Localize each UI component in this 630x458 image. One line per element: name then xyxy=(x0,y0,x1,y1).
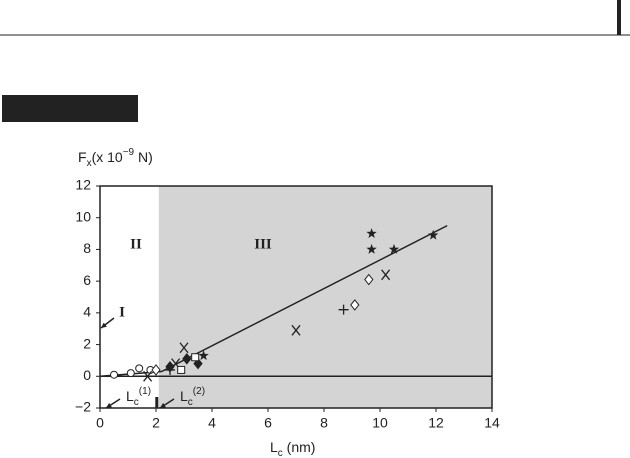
critical-length-label: Lc(2) xyxy=(180,386,205,408)
critical-length-label-part: L xyxy=(180,388,188,404)
x-tick-label: 12 xyxy=(428,415,444,431)
point xyxy=(191,353,200,362)
x-tick-label: 0 xyxy=(96,415,104,431)
point xyxy=(427,229,439,240)
point xyxy=(182,353,192,365)
x-tick-label: 4 xyxy=(208,415,216,431)
region-label: III xyxy=(254,236,272,252)
x-tick-label: 6 xyxy=(264,415,272,431)
critical-length-label-part: c xyxy=(188,397,193,408)
point xyxy=(198,350,209,361)
plot-frame xyxy=(99,185,493,409)
y-tick-label: 6 xyxy=(83,272,91,288)
x-axis-label-part: (nm) xyxy=(283,439,316,455)
header-bar xyxy=(617,0,621,35)
region-label: II xyxy=(130,236,142,252)
x-axis-label: Lc (nm) xyxy=(270,439,315,458)
point xyxy=(364,273,374,286)
x-tick-label: 8 xyxy=(320,415,328,431)
point xyxy=(388,243,400,254)
critical-length-label-part: (1) xyxy=(139,386,151,397)
x-axis-label-part: c xyxy=(278,448,283,458)
point xyxy=(126,369,135,378)
fit-line xyxy=(99,224,448,378)
point xyxy=(366,228,377,239)
y-axis-label-part: N) xyxy=(134,149,153,165)
y-axis-label: Fx(x 10−9 N) xyxy=(78,147,153,169)
y-tick-label: 10 xyxy=(75,208,91,224)
point xyxy=(151,364,161,376)
x-axis-label-part: L xyxy=(270,439,278,455)
arrow-head xyxy=(160,402,166,408)
y-axis-label-part: F xyxy=(78,149,87,165)
critical-length-label-part: (2) xyxy=(193,386,205,397)
critical-length-label-part: L xyxy=(126,388,134,404)
point xyxy=(381,269,391,281)
x-tick-label: 2 xyxy=(152,415,160,431)
y-tick-label: 12 xyxy=(75,177,91,193)
point xyxy=(366,243,377,254)
arrow-head xyxy=(101,322,107,328)
point xyxy=(143,370,153,382)
y-axis-label-part: (x 10 xyxy=(92,149,123,165)
point xyxy=(135,364,144,373)
x-tick-label: 14 xyxy=(484,415,500,431)
y-tick-label: 2 xyxy=(83,335,91,351)
point xyxy=(165,360,175,373)
x-tick-label: 10 xyxy=(372,415,388,431)
critical-length-label-part: c xyxy=(134,397,139,408)
point xyxy=(177,365,186,374)
region-iii xyxy=(100,186,492,408)
region-label: I xyxy=(119,304,125,320)
y-axis-label-part: x xyxy=(87,158,92,169)
point xyxy=(350,299,360,311)
y-tick-label: −2 xyxy=(75,399,91,415)
arrow-head xyxy=(106,402,112,408)
point xyxy=(110,370,118,379)
y-tick-label: 0 xyxy=(83,367,91,383)
point xyxy=(179,342,189,354)
point xyxy=(291,324,301,336)
y-tick-label: 4 xyxy=(83,304,91,320)
y-tick-label: 8 xyxy=(83,240,91,256)
point xyxy=(338,304,349,315)
label-box xyxy=(2,95,138,122)
critical-length-label: Lc(1) xyxy=(126,386,151,408)
y-axis-label-part: −9 xyxy=(123,147,135,158)
